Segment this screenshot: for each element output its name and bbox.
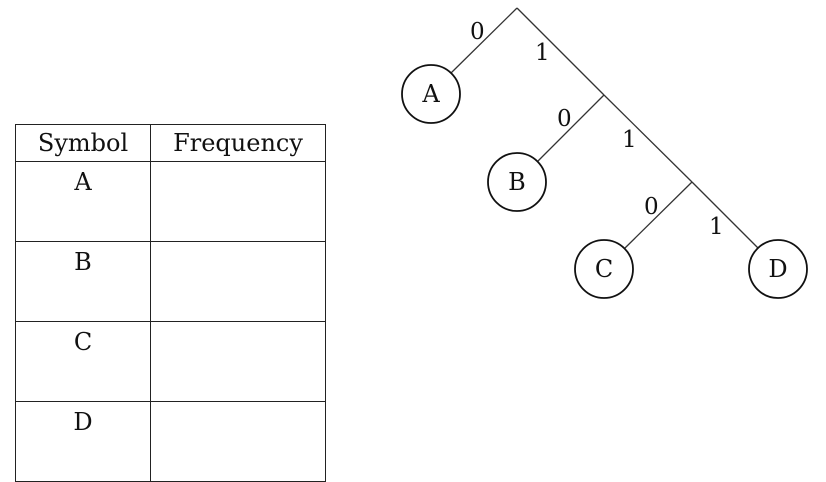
edge-label-n1-left: 0 [557, 106, 572, 132]
edge-label-root-right: 1 [535, 40, 550, 66]
edge-label-n2-right: 1 [709, 214, 724, 240]
edge-label-root-left: 0 [470, 19, 485, 45]
tree-node-b: B [487, 152, 547, 212]
tree-node-c: C [574, 239, 634, 299]
table-row: C [15, 321, 326, 402]
edge-n1-left [537, 94, 605, 162]
table-row: B [15, 241, 326, 322]
node-label-c: C [595, 255, 613, 283]
table-row: A [15, 161, 326, 242]
symbol-cell: A [15, 161, 151, 242]
symbol-column-header: Symbol [15, 124, 151, 162]
frequency-cell[interactable] [150, 401, 326, 482]
symbol-cell: C [15, 321, 151, 402]
edge-root-right [516, 7, 605, 96]
node-label-b: B [508, 168, 526, 196]
tree-node-a: A [401, 64, 461, 124]
edge-n2-left [624, 181, 693, 249]
frequency-table: Symbol Frequency A B C D [15, 124, 326, 482]
frequency-column-header: Frequency [150, 124, 326, 162]
huffman-tree: 0 1 0 1 0 1 A B C D [401, 7, 808, 299]
edge-label-n2-left: 0 [644, 194, 659, 220]
edge-label-n1-right: 1 [622, 127, 637, 153]
node-label-a: A [421, 80, 440, 108]
tree-node-d: D [748, 239, 808, 299]
edge-n2-right [691, 181, 759, 249]
node-label-d: D [768, 255, 787, 283]
edge-root-left [450, 7, 518, 74]
frequency-cell[interactable] [150, 241, 326, 322]
frequency-cell[interactable] [150, 321, 326, 402]
table-header-row: Symbol Frequency [15, 124, 326, 162]
symbol-cell: D [15, 401, 151, 482]
edge-n1-right [603, 94, 693, 183]
symbol-cell: B [15, 241, 151, 322]
table-row: D [15, 401, 326, 482]
